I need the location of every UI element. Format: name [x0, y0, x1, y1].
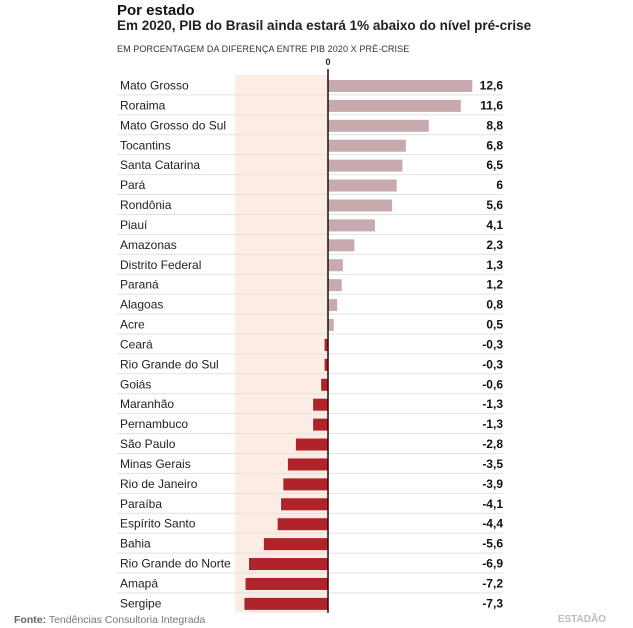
bar: [263, 538, 328, 551]
bar: [328, 279, 342, 292]
value-label: -6,9: [482, 557, 503, 571]
category-label: Maranhão: [120, 397, 174, 411]
value-label: 0,5: [486, 318, 503, 332]
category-label: Amazonas: [120, 238, 177, 252]
category-label: Santa Catarina: [120, 158, 200, 172]
value-label: -3,9: [482, 477, 503, 491]
bar: [328, 159, 403, 172]
value-label: -1,3: [482, 397, 503, 411]
bar: [324, 338, 328, 351]
value-label: -4,1: [482, 497, 503, 511]
chart-title: Por estado: [117, 2, 195, 19]
value-label: 2,3: [486, 238, 503, 252]
category-label: Sergipe: [120, 596, 162, 610]
chart-subtitle: Em 2020, PIB do Brasil ainda estará 1% a…: [117, 18, 532, 33]
bar: [281, 498, 328, 511]
category-label: Acre: [120, 318, 145, 332]
value-label: 1,2: [486, 278, 503, 292]
value-label: -7,2: [482, 577, 503, 591]
bar: [295, 438, 328, 451]
category-label: Distrito Federal: [120, 258, 201, 272]
value-label: 5,6: [486, 198, 503, 212]
value-label: 4,1: [486, 218, 503, 232]
category-label: Rio de Janeiro: [120, 477, 198, 491]
bar: [328, 319, 334, 331]
bar: [283, 478, 328, 491]
category-label: Rio Grande do Sul: [120, 357, 219, 371]
category-label: Ceará: [120, 337, 153, 351]
category-label: Goiás: [120, 377, 151, 391]
value-label: -0,3: [482, 337, 503, 351]
value-label: 11,6: [480, 98, 503, 112]
category-label: Mato Grosso do Sul: [120, 118, 226, 132]
bar: [313, 418, 328, 431]
bar: [328, 139, 406, 152]
source-text: Tendências Consultoria Integrada: [48, 614, 206, 626]
value-label: 8,8: [486, 118, 503, 132]
source-label: Fonte:: [14, 614, 47, 626]
value-label: 6,8: [486, 138, 503, 152]
category-label: Piauí: [120, 218, 148, 232]
bar: [245, 577, 328, 590]
bar: [328, 99, 461, 112]
value-label: -1,3: [482, 417, 503, 431]
value-label: 6: [496, 178, 503, 192]
value-label: -4,4: [482, 517, 503, 531]
value-label: -7,3: [482, 596, 503, 610]
category-label: Roraima: [120, 98, 166, 112]
category-label: Rondônia: [120, 198, 172, 212]
category-label: Paraíba: [120, 497, 162, 511]
source: Fonte: Tendências Consultoria Integrada: [14, 614, 205, 626]
category-label: Pará: [120, 178, 146, 192]
bar: [324, 358, 328, 371]
value-label: -0,6: [482, 377, 503, 391]
category-label: Espírito Santo: [120, 517, 196, 531]
estadao-logo: ESTADÃO: [557, 614, 606, 625]
category-label: Alagoas: [120, 298, 163, 312]
value-label: -3,5: [482, 457, 503, 471]
category-label: São Paulo: [120, 437, 176, 451]
bar: [328, 299, 338, 312]
category-label: Paraná: [120, 278, 159, 292]
bar: [287, 458, 328, 471]
category-label: Amapá: [120, 577, 158, 591]
category-label: Bahia: [120, 537, 151, 551]
bar: [244, 597, 328, 610]
bar: [248, 558, 328, 571]
value-label: 12,6: [480, 79, 504, 93]
value-label: 1,3: [486, 258, 503, 272]
value-label: 6,5: [486, 158, 503, 172]
zero-tick-label: 0: [325, 57, 330, 67]
bar: [328, 259, 343, 272]
value-label: 0,8: [486, 298, 503, 312]
value-label: -2,8: [482, 437, 503, 451]
bar: [328, 239, 355, 252]
value-label: -5,6: [482, 537, 503, 551]
category-label: Tocantins: [120, 138, 171, 152]
unit-label: EM PORCENTAGEM DA DIFERENÇA ENTRE PIB 20…: [117, 44, 410, 54]
bar: [277, 518, 328, 531]
category-label: Mato Grosso: [120, 79, 189, 93]
category-label: Pernambuco: [120, 417, 188, 431]
category-label: Minas Gerais: [120, 457, 191, 471]
value-label: -0,3: [482, 357, 503, 371]
bar: [328, 179, 397, 192]
bar: [313, 398, 328, 411]
bar: [328, 79, 473, 92]
category-label: Rio Grande do Norte: [120, 557, 231, 571]
bar: [328, 219, 375, 232]
bar: [328, 119, 429, 132]
negative-shade: [235, 75, 328, 613]
bar: [321, 378, 328, 391]
bar: [328, 199, 393, 212]
